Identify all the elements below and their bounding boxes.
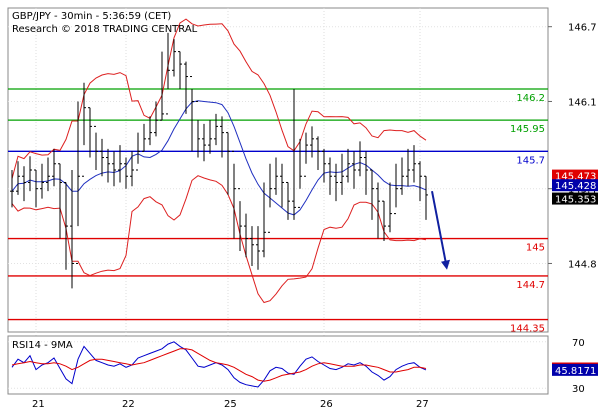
level-label: 146.2 — [516, 93, 545, 104]
main-panel: 2122252627146.7146.1145.4144.8146.2145.9… — [7, 7, 598, 410]
level-label: 144.7 — [516, 280, 545, 291]
x-tick-label: 21 — [32, 399, 45, 410]
level-label: 145.7 — [516, 155, 545, 166]
forecast-arrow-shaft — [431, 190, 447, 264]
x-tick-label: 26 — [320, 399, 333, 410]
bollinger-lower — [11, 175, 427, 304]
forecast-arrow-head — [441, 259, 450, 270]
bollinger-upper — [11, 18, 427, 179]
y-tick-label: 146.7 — [568, 23, 597, 34]
rsi-panel: 703046.978245.8171 — [7, 335, 598, 395]
level-label: 145.95 — [510, 124, 545, 135]
moving-average — [11, 100, 427, 216]
rsi-series-line — [11, 341, 427, 388]
price-badge-label: 145.353 — [555, 195, 596, 206]
x-tick-label: 22 — [122, 399, 135, 410]
main-plot-frame — [7, 7, 549, 333]
rsi-series-line — [11, 348, 427, 382]
y-tick-label: 146.1 — [568, 97, 597, 108]
rsi-plot-frame — [7, 335, 549, 395]
level-label: 144.35 — [510, 324, 545, 335]
rsi-tick-label: 30 — [572, 384, 585, 395]
price-badge — [552, 169, 598, 182]
level-label: 145 — [526, 243, 545, 254]
price-badge-label: 145.473 — [555, 172, 596, 183]
price-badge-label: 145.428 — [555, 181, 596, 192]
chart-title: GBP/JPY - 30min - 5:36:59 (CET) — [12, 11, 171, 22]
price-badge — [552, 192, 598, 205]
rsi-title: RSI14 - 9MA — [12, 340, 73, 351]
x-tick-label: 25 — [224, 399, 237, 410]
rsi-badge-label: 45.8171 — [555, 366, 596, 377]
price-badge — [552, 179, 598, 192]
chart-source: Research © 2018 TRADING CENTRAL — [12, 24, 198, 35]
rsi-tick-label: 70 — [572, 338, 585, 349]
rsi-badge — [552, 363, 598, 376]
y-tick-label: 144.8 — [568, 259, 597, 270]
x-tick-label: 27 — [416, 399, 429, 410]
